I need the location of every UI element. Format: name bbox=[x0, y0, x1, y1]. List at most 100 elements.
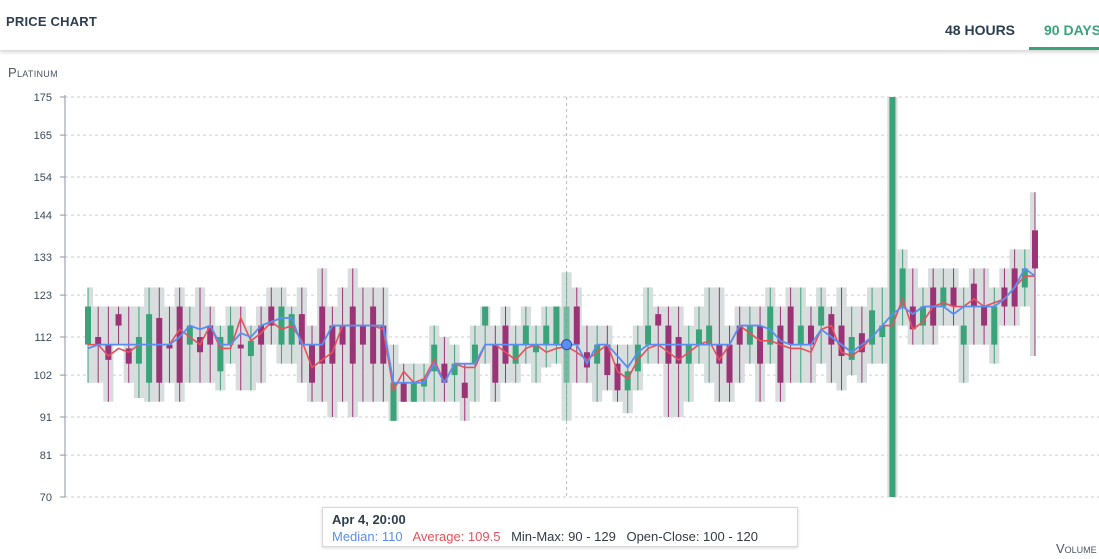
candle bbox=[848, 306, 855, 376]
candle-body bbox=[869, 310, 876, 345]
candle-body bbox=[247, 340, 254, 357]
candle-body bbox=[981, 306, 988, 326]
candle bbox=[135, 306, 142, 398]
candle bbox=[522, 306, 529, 364]
candle-body bbox=[186, 325, 193, 345]
candle bbox=[227, 306, 234, 364]
candle-body bbox=[85, 306, 91, 345]
candle-body bbox=[288, 314, 295, 345]
candle-body bbox=[309, 344, 316, 383]
candle-body bbox=[736, 325, 743, 345]
candle-body bbox=[237, 344, 244, 349]
candle-body bbox=[655, 314, 662, 326]
candle-body bbox=[370, 306, 377, 364]
candle-body bbox=[746, 325, 753, 345]
y-tick-label: 165 bbox=[34, 130, 52, 142]
candle-body bbox=[624, 371, 631, 391]
candle-body bbox=[797, 325, 804, 345]
candle bbox=[512, 325, 519, 383]
candle-body bbox=[461, 382, 468, 398]
tooltip-median: Median: 110 bbox=[332, 529, 403, 544]
candle bbox=[736, 306, 743, 383]
y-tick-label: 112 bbox=[34, 332, 52, 344]
candle bbox=[309, 325, 316, 402]
candle-body bbox=[919, 306, 926, 326]
candle bbox=[533, 325, 540, 383]
candle-body bbox=[899, 268, 906, 307]
candle bbox=[1021, 249, 1028, 307]
candle bbox=[675, 306, 682, 417]
candle bbox=[655, 306, 662, 364]
candle-body bbox=[685, 344, 692, 364]
candle bbox=[787, 287, 794, 383]
candle-body bbox=[146, 314, 153, 383]
y-tick-label: 102 bbox=[34, 370, 52, 382]
candle-body bbox=[217, 337, 224, 372]
candle-body bbox=[156, 317, 163, 383]
candle bbox=[685, 325, 692, 402]
candle-body bbox=[858, 333, 865, 353]
candle bbox=[828, 306, 835, 383]
candle bbox=[746, 306, 753, 364]
candle bbox=[950, 268, 957, 326]
candle-body bbox=[268, 306, 275, 326]
candle-body bbox=[471, 344, 478, 364]
candle bbox=[706, 287, 713, 383]
candle-body bbox=[991, 306, 998, 345]
candle-body bbox=[390, 382, 397, 421]
candle bbox=[319, 268, 326, 402]
candle-body bbox=[135, 337, 142, 364]
page-title: PRICE CHART bbox=[6, 14, 98, 29]
candle-body bbox=[807, 325, 814, 345]
candle-body bbox=[227, 325, 234, 345]
candle bbox=[594, 325, 601, 402]
candle-body bbox=[645, 325, 652, 345]
candle-body bbox=[431, 344, 438, 372]
candle-body bbox=[594, 344, 601, 364]
candle bbox=[451, 344, 458, 402]
candle-body bbox=[512, 344, 519, 364]
candle bbox=[726, 325, 733, 402]
candle-body bbox=[339, 325, 346, 345]
candle-body bbox=[522, 325, 529, 345]
candle-body bbox=[258, 325, 265, 345]
y-tick-label: 154 bbox=[34, 172, 52, 184]
candle-body bbox=[380, 325, 387, 364]
candle bbox=[441, 337, 448, 402]
candle-body bbox=[451, 363, 458, 376]
candle-body bbox=[848, 337, 855, 360]
candle bbox=[349, 268, 356, 417]
candle-body bbox=[482, 306, 489, 326]
candle-body bbox=[95, 337, 102, 345]
candle bbox=[237, 306, 244, 391]
candle-body bbox=[553, 306, 560, 345]
candle bbox=[940, 268, 947, 326]
candle bbox=[359, 287, 366, 402]
candle bbox=[543, 306, 550, 368]
candle-body bbox=[410, 382, 417, 402]
candle bbox=[991, 287, 998, 364]
candle bbox=[818, 287, 825, 364]
tab-48-hours[interactable]: 48 HOURS bbox=[945, 22, 1016, 38]
candle-body bbox=[818, 306, 825, 326]
candle bbox=[797, 287, 804, 383]
chart-tooltip: Apr 4, 20:00 Median: 110 Average: 109.5 … bbox=[322, 507, 798, 547]
candle-body bbox=[706, 325, 713, 345]
candle-body bbox=[828, 314, 835, 345]
tab-90-days[interactable]: 90 DAYS bbox=[1044, 22, 1099, 38]
candle-body bbox=[176, 306, 183, 383]
hover-marker-group bbox=[561, 339, 573, 351]
tooltip-open-close: Open-Close: 100 - 120 bbox=[626, 529, 758, 544]
active-tab-underline bbox=[1029, 47, 1099, 50]
candle bbox=[176, 287, 183, 402]
candle-body bbox=[695, 329, 702, 345]
candle bbox=[869, 287, 876, 364]
candle-body bbox=[492, 344, 499, 383]
y-tick-label: 175 bbox=[34, 92, 52, 104]
candle-body bbox=[787, 306, 794, 345]
candle-body bbox=[604, 344, 611, 376]
y-axis-title: Platinum bbox=[8, 65, 58, 80]
candle-body bbox=[675, 337, 682, 364]
candle-body bbox=[1001, 287, 1008, 307]
